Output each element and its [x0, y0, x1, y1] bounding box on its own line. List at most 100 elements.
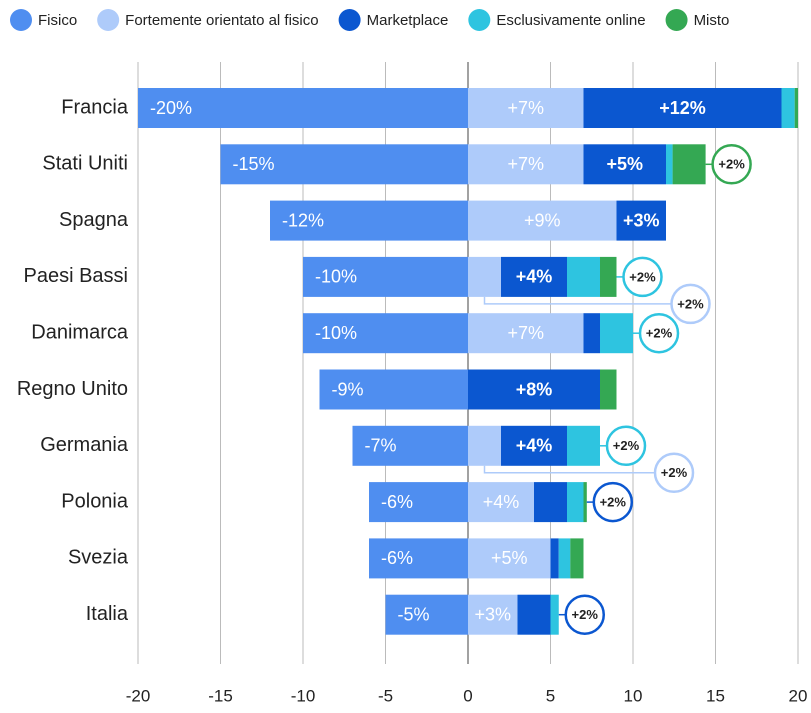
- legend-label: Fisico: [38, 12, 77, 29]
- value-label: +7%: [507, 323, 544, 343]
- callout-circle: [711, 144, 752, 185]
- callout-circle: [622, 256, 663, 298]
- bar-segment: [600, 369, 617, 410]
- value-label: -15%: [233, 154, 275, 174]
- bar-segment: [570, 538, 584, 579]
- category-label: Polonia: [61, 490, 129, 512]
- callout-label: +2%: [572, 607, 599, 622]
- value-label: -20%: [150, 98, 192, 118]
- category-label: Germania: [40, 434, 129, 456]
- callout-label: +2%: [600, 495, 627, 510]
- value-label: +7%: [507, 154, 544, 174]
- bar-segment: [600, 313, 633, 354]
- value-label: +9%: [524, 210, 561, 230]
- bar-segment: [468, 256, 501, 297]
- value-label: -6%: [381, 548, 413, 568]
- category-label: Italia: [86, 603, 129, 625]
- value-label: +7%: [507, 98, 544, 118]
- callout-label: +2%: [661, 465, 688, 480]
- legend-label: Marketplace: [367, 12, 449, 29]
- legend-swatch: [97, 9, 120, 31]
- value-label: -10%: [315, 267, 357, 287]
- legend-label: Esclusivamente online: [496, 12, 645, 29]
- bar-segment: [567, 256, 600, 297]
- bar-segment: [600, 256, 617, 297]
- value-label: -9%: [332, 379, 364, 399]
- value-label: -12%: [282, 210, 324, 230]
- callout-circle: [605, 425, 647, 467]
- value-label: +4%: [483, 492, 520, 512]
- value-label: +4%: [516, 436, 553, 456]
- leader-line: [483, 465, 655, 474]
- bar-segment: [468, 88, 584, 128]
- bar-segment: [567, 482, 584, 523]
- category-label: Svezia: [68, 547, 129, 569]
- x-tick-label: 5: [546, 686, 555, 705]
- value-label: +3%: [474, 604, 511, 624]
- value-label: -7%: [365, 436, 397, 456]
- value-label: +8%: [516, 379, 553, 399]
- category-label: Paesi Bassi: [24, 265, 129, 287]
- bar-segment: [303, 256, 468, 297]
- legend-label: Fortemente orientato al fisico: [125, 12, 318, 29]
- bar-segment: [369, 482, 468, 523]
- bar-segment: [583, 144, 666, 185]
- x-tick-label: 15: [706, 686, 725, 705]
- callout-circle: [592, 481, 634, 523]
- category-label: Francia: [61, 96, 129, 118]
- category-label: Spagna: [59, 209, 129, 231]
- bar-segment: [468, 144, 584, 185]
- x-tick-label: -15: [208, 686, 233, 705]
- bar-segment: [567, 425, 600, 466]
- value-label: +12%: [659, 98, 706, 118]
- bar-segment: [558, 538, 571, 579]
- x-tick-label: 0: [463, 686, 472, 705]
- bar-segment: [385, 594, 468, 635]
- bar-segment: [781, 88, 795, 128]
- x-tick-label: -10: [291, 686, 316, 705]
- bar-segment: [468, 369, 600, 410]
- bar-segment: [468, 425, 501, 466]
- bar-segment: [468, 313, 584, 354]
- bar-segment: [583, 88, 782, 128]
- value-label: +4%: [516, 267, 553, 287]
- bar-segment: [583, 313, 600, 354]
- bar-segment: [369, 538, 468, 579]
- bar-segment: [517, 594, 551, 635]
- bar-segment: [616, 200, 666, 241]
- legend-swatch: [10, 9, 32, 31]
- callout-label: +2%: [677, 296, 704, 311]
- callout-label: +2%: [629, 269, 656, 284]
- callout-label: +2%: [613, 438, 640, 453]
- bar-segment: [270, 200, 468, 241]
- bar-segment: [534, 482, 567, 523]
- bar-segment: [303, 313, 468, 354]
- bar-segment: [501, 425, 567, 466]
- leader-line: [483, 296, 672, 305]
- category-label: Regno Unito: [17, 378, 128, 400]
- value-label: +5%: [491, 548, 528, 568]
- bar-segment: [550, 594, 559, 635]
- x-tick-label: 10: [624, 686, 643, 705]
- bar-segment: [794, 88, 798, 128]
- bar-segment: [468, 538, 551, 579]
- bar-segment: [468, 482, 534, 523]
- callout-circle: [564, 594, 605, 635]
- legend-swatch: [338, 9, 361, 31]
- value-label: -10%: [315, 323, 357, 343]
- value-label: -5%: [398, 604, 430, 624]
- callout-circle: [670, 283, 711, 325]
- callout-label: +2%: [646, 326, 673, 341]
- legend-swatch: [665, 9, 688, 31]
- callout-label: +2%: [718, 157, 745, 172]
- legend-label: Misto: [694, 12, 730, 29]
- bar-segment: [672, 144, 706, 185]
- bar-segment: [583, 482, 587, 523]
- bar-segment: [138, 88, 468, 128]
- bar-segment: [352, 425, 468, 466]
- value-label: -6%: [381, 492, 413, 512]
- callout-circle: [653, 452, 695, 494]
- bar-segment: [468, 200, 617, 241]
- bar-segment: [319, 369, 468, 410]
- bar-segment: [666, 144, 673, 185]
